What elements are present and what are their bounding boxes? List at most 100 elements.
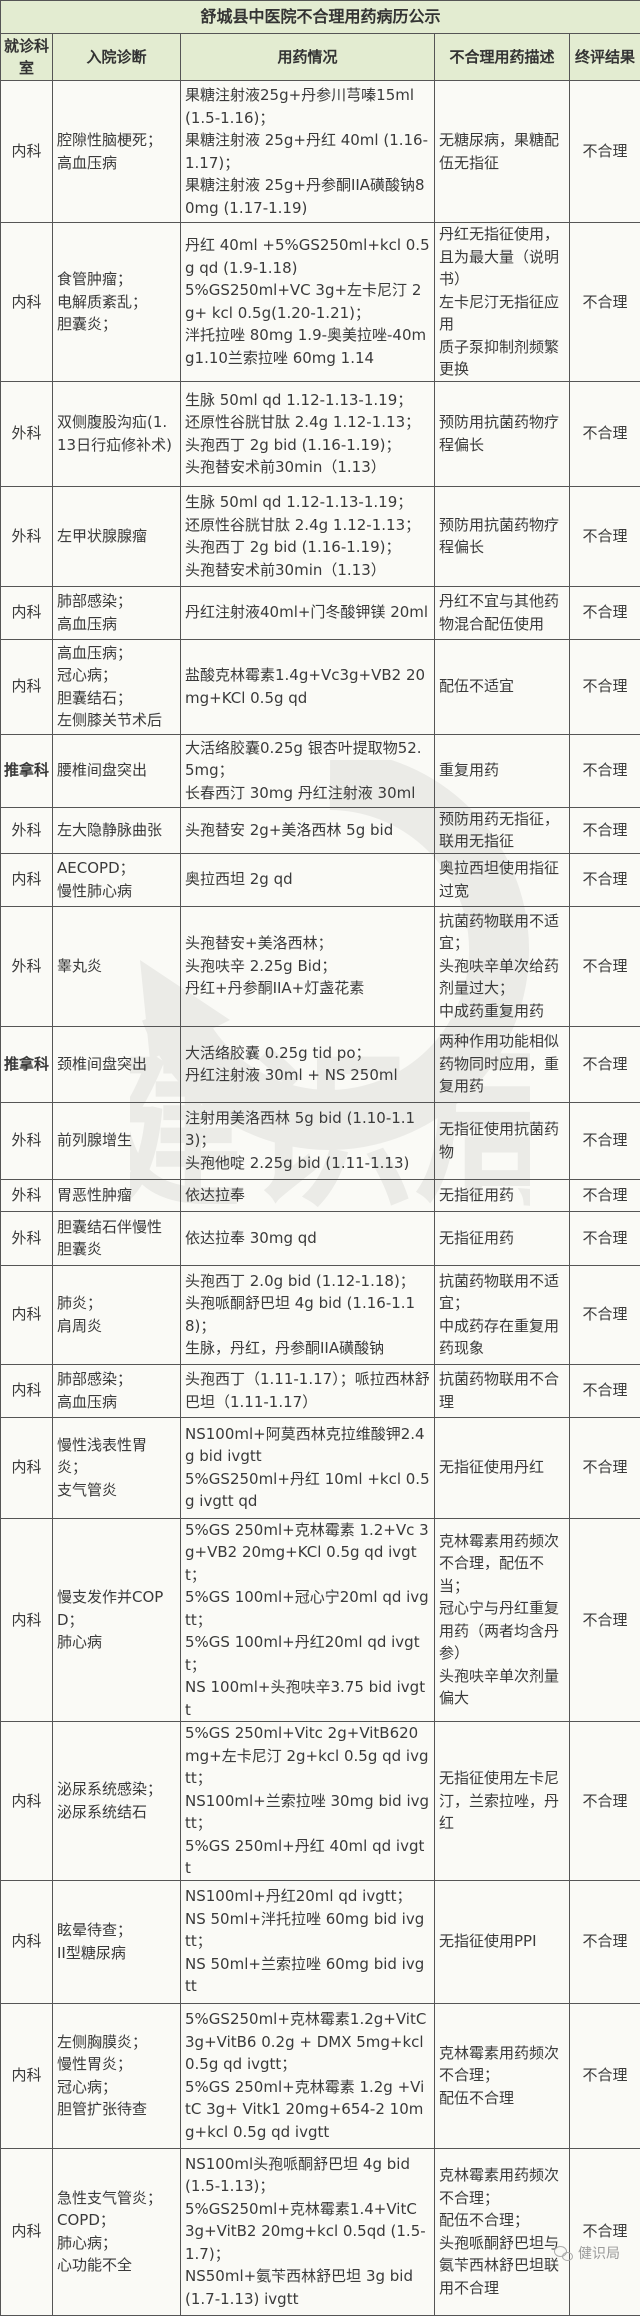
dept-cell: 外科 (1, 1211, 53, 1265)
drugs-cell-line: 5%GS 100ml+冠心宁20ml qd ivgtt； (185, 1586, 430, 1631)
diagnosis-cell-line: 左大隐静脉曲张 (57, 819, 176, 842)
diagnosis-cell: 肺部感染；高血压病 (53, 1364, 181, 1417)
diagnosis-cell-line: 肺炎； (57, 1292, 176, 1315)
issue-cell: 无糖尿病，果糖配伍无指征 (435, 81, 570, 223)
drugs-cell: NS100ml头孢哌酮舒巴坦 4g bid (1.5-1.13)；5%GS250… (181, 2148, 435, 2315)
dept-cell: 内科 (1, 1265, 53, 1364)
dept-cell: 外科 (1, 1102, 53, 1179)
drugs-cell: 5%GS 250ml+Vitc 2g+VitB620mg+左卡尼汀 2g+kcl… (181, 1722, 435, 1881)
diagnosis-cell-line: 胃恶性肿瘤 (57, 1184, 176, 1207)
result-cell: 不合理 (570, 906, 640, 1026)
issue-cell-line: 中成药重复用药 (439, 1000, 565, 1023)
result-cell: 不合理 (570, 1880, 640, 2003)
wechat-icon (554, 2245, 574, 2261)
issue-cell-line: 重复用药 (439, 759, 565, 782)
issue-cell-line: 配伍不合理； (439, 2209, 565, 2232)
issue-cell-line: 抗菌药物联用不适宜； (439, 910, 565, 955)
diagnosis-cell: 左甲状腺腺瘤 (53, 486, 181, 586)
issue-cell-line: 冠心宁与丹红重复用药（两者均含丹参） (439, 1597, 565, 1665)
diagnosis-cell: 肺部感染；高血压病 (53, 586, 181, 639)
issue-cell-line: 克林霉素用药频次不合理； (439, 2164, 565, 2209)
result-cell: 不合理 (570, 1364, 640, 1417)
issue-cell: 克林霉素用药频次不合理；配伍不合理 (435, 2003, 570, 2148)
diagnosis-cell-line: 肺心病； (57, 2232, 176, 2255)
drugs-cell-line: 注射用美洛西林 5g bid (1.10-1.13)； (185, 1107, 430, 1152)
table-row: 推拿科颈椎间盘突出大活络胶囊 0.25g tid po；丹红注射液 30ml +… (1, 1026, 640, 1102)
diagnosis-cell: AECOPD；慢性肺心病 (53, 853, 181, 906)
issue-cell: 丹红无指征使用，且为最大量（说明书）左卡尼汀无指征应用质子泵抑制剂频繁更换 (435, 223, 570, 382)
drugs-cell-line: 头孢替安+美洛西林； (185, 932, 430, 955)
drugs-cell-line: 5%GS250ml+丹红 10ml +kcl 0.5g ivgtt qd (185, 1468, 430, 1513)
issue-cell: 预防用抗菌药物疗程偏长 (435, 381, 570, 486)
diagnosis-cell: 急性支气管炎；COPD；肺心病；心功能不全 (53, 2148, 181, 2315)
table-body: 内科腔隙性脑梗死；高血压病果糖注射液25g+丹参川芎嗪15ml(1.5-1.16… (1, 81, 640, 2316)
table-row: 外科双侧腹股沟疝(1.13日行疝修补术)生脉 50ml qd 1.12-1.13… (1, 381, 640, 486)
drugs-cell-line: 丹红注射液 30ml + NS 250ml (185, 1064, 430, 1087)
drugs-cell: 大活络胶囊 0.25g tid po；丹红注射液 30ml + NS 250ml (181, 1026, 435, 1102)
diagnosis-cell-line: 心功能不全 (57, 2254, 176, 2277)
dept-cell: 内科 (1, 2003, 53, 2148)
result-cell: 不合理 (570, 81, 640, 223)
dept-cell: 外科 (1, 381, 53, 486)
diagnosis-cell-line: 腰椎间盘突出 (57, 759, 176, 782)
issue-cell-line: 克林霉素用药频次不合理； (439, 2042, 565, 2087)
dept-cell: 外科 (1, 807, 53, 853)
issue-cell: 无指征使用抗菌药物 (435, 1102, 570, 1179)
diagnosis-cell: 腰椎间盘突出 (53, 734, 181, 807)
diagnosis-cell: 颈椎间盘突出 (53, 1026, 181, 1102)
drugs-cell-line: 头孢西丁（1.11-1.17）；哌拉西林舒巴坦（1.11-1.17） (185, 1368, 430, 1413)
diagnosis-cell-line: 眩晕待查； (57, 1919, 176, 1942)
diagnosis-cell: 前列腺增生 (53, 1102, 181, 1179)
table-row: 内科腔隙性脑梗死；高血压病果糖注射液25g+丹参川芎嗪15ml(1.5-1.16… (1, 81, 640, 223)
dept-cell: 内科 (1, 223, 53, 382)
diagnosis-cell-line: 左甲状腺腺瘤 (57, 525, 176, 548)
diagnosis-cell-line: 泌尿系统结石 (57, 1801, 176, 1824)
diagnosis-cell: 眩晕待查；II型糖尿病 (53, 1880, 181, 2003)
issue-cell: 克林霉素用药频次不合理；配伍不合理；头孢哌酮舒巴坦与氨苄西林舒巴坦联用不合理 (435, 2148, 570, 2315)
issue-cell: 无指征用药 (435, 1179, 570, 1211)
issue-cell: 丹红不宜与其他药物混合配伍使用 (435, 586, 570, 639)
issue-cell-line: 头孢呋辛单次给药剂量过大； (439, 955, 565, 1000)
drugs-cell-line: 头孢替安 2g+美洛西林 5g bid (185, 819, 430, 842)
table-row: 外科左甲状腺腺瘤生脉 50ml qd 1.12-1.13-1.19；还原性谷胱甘… (1, 486, 640, 586)
drugs-cell-line: 5%GS 250ml+克林霉素 1.2g +VitC 3g+ Vitk1 20m… (185, 2076, 430, 2144)
drugs-cell: 注射用美洛西林 5g bid (1.10-1.13)；头孢他啶 2.25g bi… (181, 1102, 435, 1179)
drugs-cell-line: 丹红 40ml +5%GS250ml+kcl 0.5g qd (1.9-1.18… (185, 234, 430, 279)
table-row: 内科食管肿瘤；电解质紊乱；胆囊炎；丹红 40ml +5%GS250ml+kcl … (1, 223, 640, 382)
drugs-cell-line: 5%GS250ml+克林霉素1.2g+VitC3g+VitB6 0.2g + D… (185, 2008, 430, 2076)
diagnosis-cell-line: 冠心病； (57, 2076, 176, 2099)
drugs-cell-line: 大活络胶囊0.25g 银杏叶提取物52.5mg； (185, 737, 430, 782)
issue-cell-line: 丹红无指征使用，且为最大量（说明书） (439, 223, 565, 291)
issue-cell-line: 无指征用药 (439, 1227, 565, 1250)
issue-cell-line: 无糖尿病，果糖配伍无指征 (439, 129, 565, 174)
diagnosis-cell-line: 肺心病 (57, 1631, 176, 1654)
issue-cell: 配伍不适宜 (435, 639, 570, 734)
issue-cell: 克林霉素用药频次不合理，配伍不当；冠心宁与丹红重复用药（两者均含丹参）头孢呋辛单… (435, 1518, 570, 1722)
drugs-cell: 丹红 40ml +5%GS250ml+kcl 0.5g qd (1.9-1.18… (181, 223, 435, 382)
diagnosis-cell: 腔隙性脑梗死；高血压病 (53, 81, 181, 223)
issue-cell: 重复用药 (435, 734, 570, 807)
drugs-cell-line: 头孢西丁 2.0g bid (1.12-1.18)； (185, 1270, 430, 1293)
drugs-cell-line: 头孢哌酮舒巴坦 4g bid (1.16-1.18)； (185, 1292, 430, 1337)
drugs-cell-line: 5%GS250ml+VC 3g+左卡尼汀 2g+ kcl 0.5g(1.20-1… (185, 279, 430, 324)
diagnosis-cell-line: 高血压病； (57, 642, 176, 665)
diagnosis-cell-line: 腔隙性脑梗死； (57, 129, 176, 152)
diagnosis-cell-line: AECOPD； (57, 857, 176, 880)
diagnosis-cell: 胃恶性肿瘤 (53, 1179, 181, 1211)
issue-cell: 无指征用药 (435, 1211, 570, 1265)
drugs-cell-line: 头孢他啶 2.25g bid (1.11-1.13) (185, 1152, 430, 1175)
watermark-badge: 健识局 (554, 2243, 620, 2263)
drugs-cell: 头孢替安+美洛西林；头孢呋辛 2.25g Bid；丹红+丹参酮IIA+灯盏花素 (181, 906, 435, 1026)
result-cell: 不合理 (570, 853, 640, 906)
drugs-cell-line: 5%GS 250ml+Vitc 2g+VitB620mg+左卡尼汀 2g+kcl… (185, 1722, 430, 1790)
diagnosis-cell-line: 高血压病 (57, 613, 176, 636)
drugs-cell-line: 头孢西丁 2g bid (1.16-1.19)； (185, 434, 430, 457)
drugs-cell-line: 丹红注射液40ml+门冬酸钾镁 20ml (185, 601, 430, 624)
drugs-cell-line: 头孢呋辛 2.25g Bid； (185, 955, 430, 978)
table-row: 外科前列腺增生注射用美洛西林 5g bid (1.10-1.13)；头孢他啶 2… (1, 1102, 640, 1179)
diagnosis-cell-line: 左侧胸膜炎； (57, 2031, 176, 2054)
